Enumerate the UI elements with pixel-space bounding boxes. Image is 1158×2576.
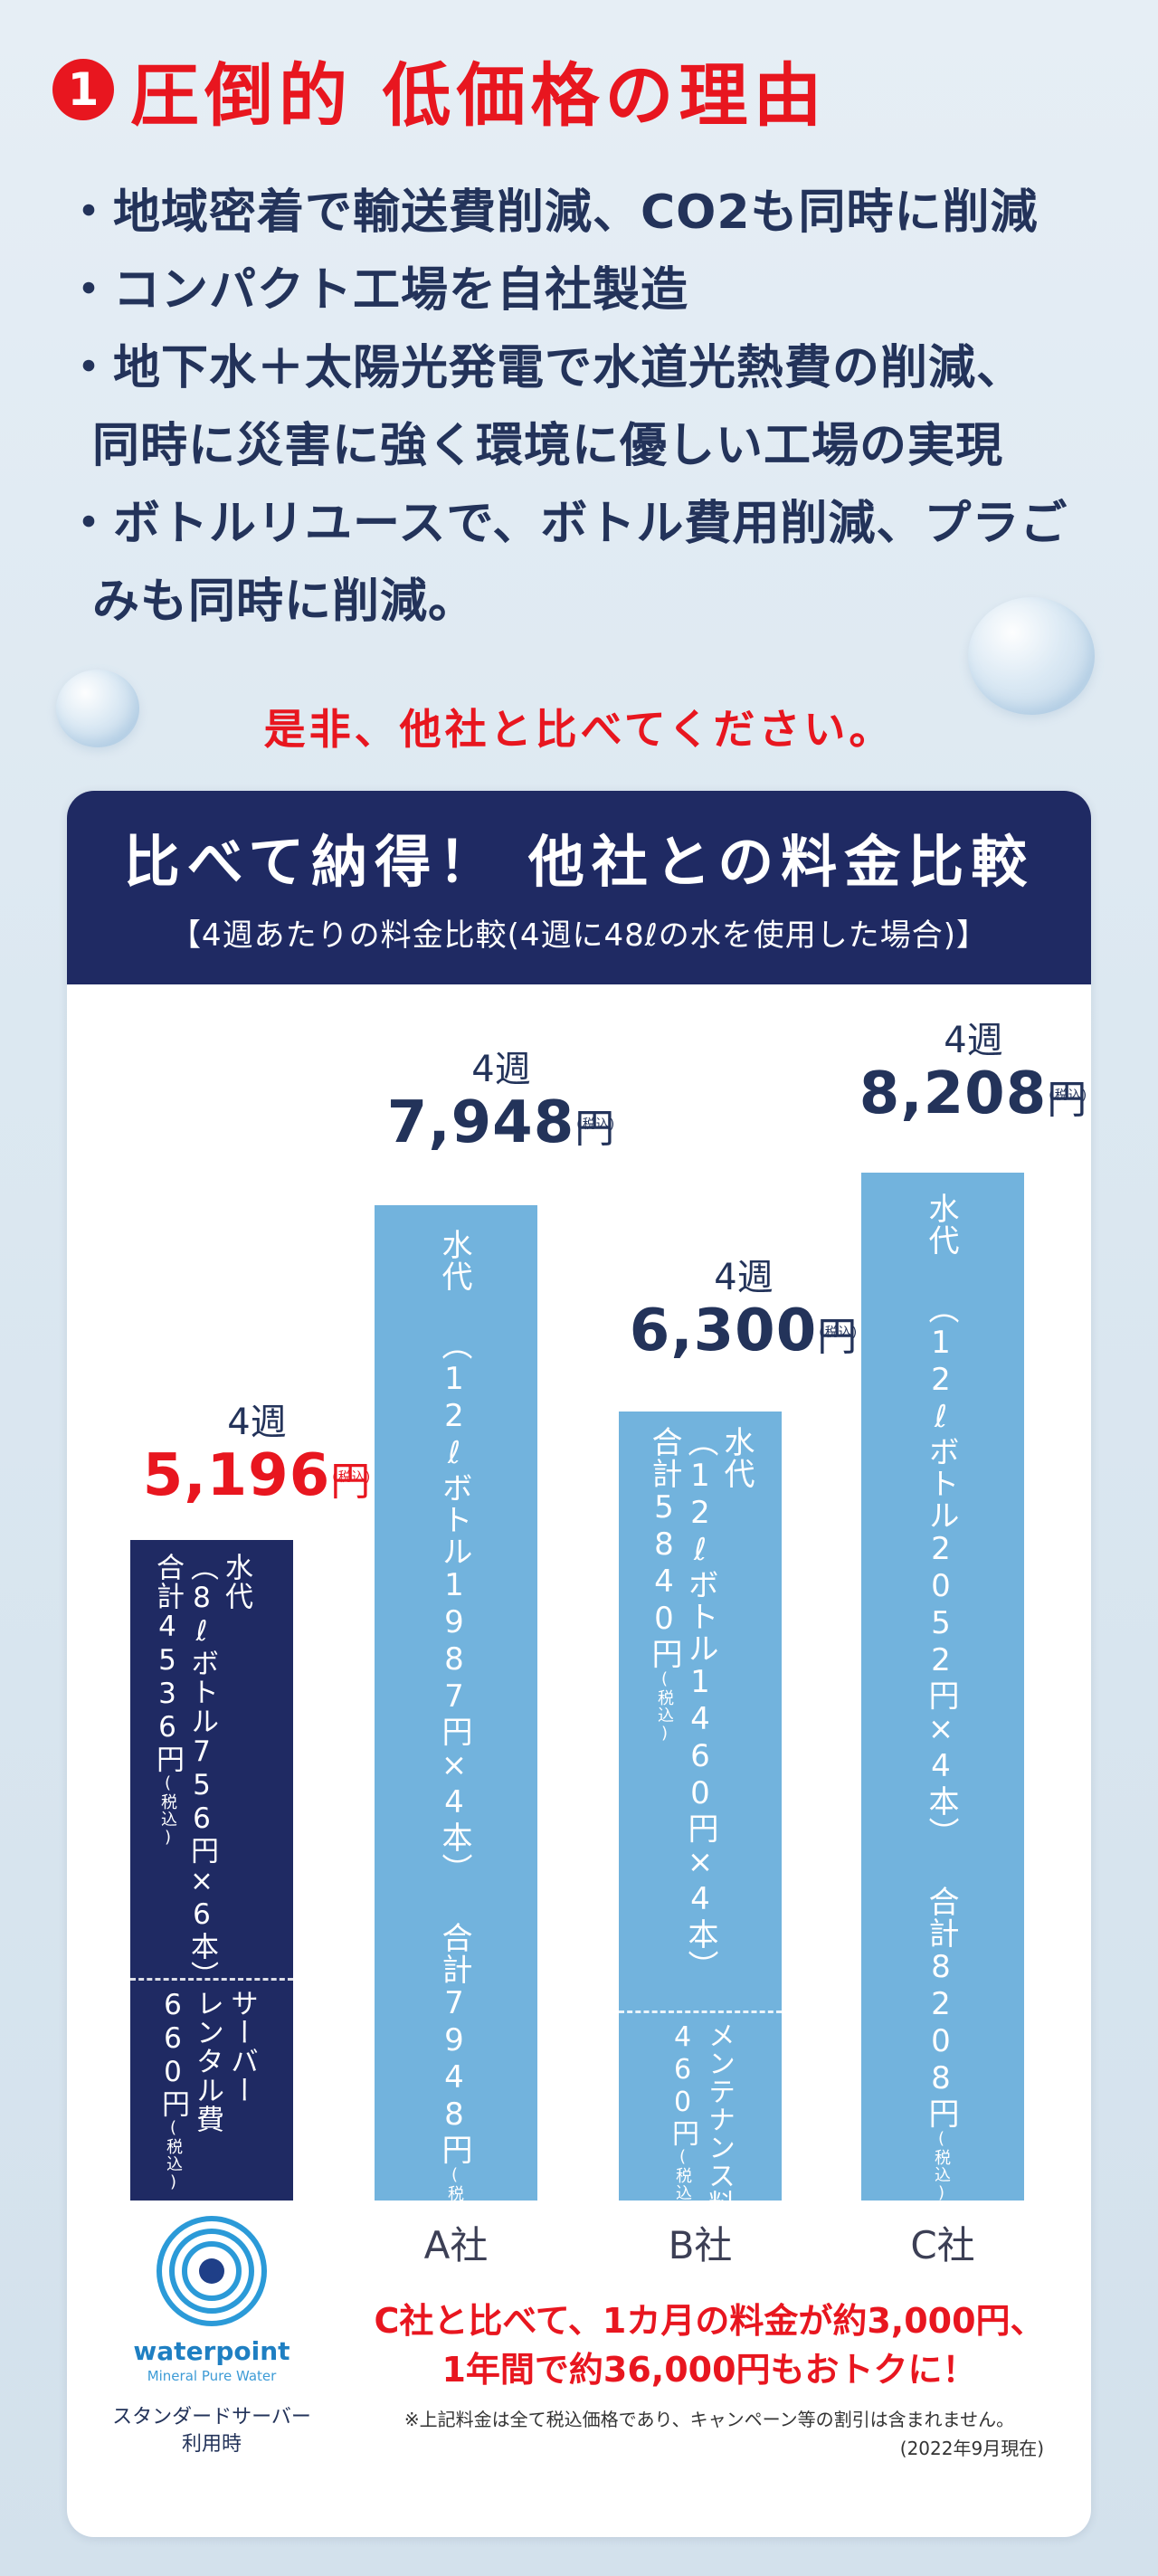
footnote: ※上記料金は全て税込価格であり、キャンペーン等の割引は含まれません。 bbox=[338, 2407, 1080, 2432]
segment-divider bbox=[130, 1978, 293, 1981]
price-label-b: 4週 6,300 (税込) 円 bbox=[608, 1256, 879, 1369]
company-label-b: B社 bbox=[668, 2223, 733, 2267]
price-value: 6,300 bbox=[629, 1298, 818, 1364]
yen-unit: (税込) 円 bbox=[1047, 1077, 1087, 1123]
bar-label-b-maintenance: メンテナンス料 460円(税込) bbox=[664, 2021, 736, 2221]
price-value: 8,208 bbox=[859, 1060, 1048, 1127]
tax-note: (税込) bbox=[655, 1669, 674, 1744]
yen-text: 円 bbox=[817, 1314, 859, 1360]
tax-note: (税込) bbox=[576, 1117, 616, 1132]
bar-label-b-water: 水代 （12ℓボトル1460円×4本） 合計5840円(税込) bbox=[646, 1426, 755, 1982]
bar-label-a: 水代 （12ℓボトル1987円×4本） 合計7948円(税込) bbox=[436, 1229, 472, 2239]
compare-cta-text: 是非、他社と比べてください。 bbox=[263, 705, 895, 754]
tax-note: (税込) bbox=[673, 2147, 692, 2221]
list-item: ・地域密着で輸送費削減、CO2も同時に削減 bbox=[65, 185, 1039, 240]
bar-text-line: 合計4536円 bbox=[151, 1553, 184, 1773]
weeks-label: 4週 bbox=[227, 1402, 287, 1443]
bar-text-line: 水代 bbox=[718, 1426, 755, 1489]
reason-list: ・地域密着で輸送費削減、CO2も同時に削減 ・コンパクト工場を自社製造 ・地下水… bbox=[65, 174, 1133, 641]
weeks-label: 4週 bbox=[714, 1257, 774, 1298]
bar-text-line: レンタル費 bbox=[191, 1989, 223, 2134]
list-item: ・コンパクト工場を自社製造 bbox=[65, 263, 689, 318]
tax-note: (税込) bbox=[445, 2165, 464, 2239]
price-label-c: 4週 8,208 (税込) 円 bbox=[838, 1019, 1091, 1132]
bar-company-c bbox=[861, 1173, 1024, 2201]
price-comparison-card: 比べて納得！ 他社との料金比較 【4週あたりの料金比較(4週に48ℓの水を使用し… bbox=[67, 791, 1091, 2537]
bar-company-b bbox=[619, 1412, 782, 2201]
bar-label-wp-rental: サーバー レンタル費 660円(税込) bbox=[156, 1989, 259, 2192]
company-label-c: C社 bbox=[910, 2223, 975, 2267]
number-badge: 1 bbox=[52, 59, 114, 120]
yen-text: 円 bbox=[574, 1106, 616, 1152]
price-value: 5,196 bbox=[142, 1442, 331, 1509]
tax-note: (税込) bbox=[1049, 1088, 1088, 1103]
tax-note: (税込) bbox=[164, 2118, 183, 2192]
yen-unit: (税込) 円 bbox=[574, 1106, 615, 1152]
caption-line: 利用時 bbox=[181, 2433, 242, 2456]
tax-note: (税込) bbox=[932, 2129, 951, 2203]
price-amount: 5,196 (税込) 円 bbox=[121, 1444, 393, 1514]
tax-note: (税込) bbox=[158, 1773, 177, 1848]
bar-text-line: 460円 bbox=[667, 2021, 698, 2147]
yen-unit: (税込) 円 bbox=[330, 1459, 371, 1505]
conclusion-line: 1年間で約36,000円もおトクに！ bbox=[441, 2350, 977, 2390]
segment-divider bbox=[619, 2010, 782, 2013]
bar-text-line: 水代 （12ℓボトル1987円×4本） 合計7948円 bbox=[436, 1229, 472, 2165]
bar-text-line: （8ℓボトル756円×6本） bbox=[185, 1553, 218, 1990]
water-droplet-icon bbox=[56, 670, 139, 747]
savings-conclusion: C社と比べて、1カ月の料金が約3,000円、 1年間で約36,000円もおトクに… bbox=[338, 2296, 1080, 2394]
conclusion-line: C社と比べて、1カ月の料金が約3,000円、 bbox=[374, 2301, 1045, 2341]
waterpoint-logo: waterpoint Mineral Pure Water スタンダードサーバー… bbox=[103, 2215, 320, 2458]
price-amount: 7,948 (税込) 円 bbox=[365, 1091, 637, 1161]
bar-text-line: メンテナンス料 bbox=[703, 2021, 735, 2218]
card-header: 比べて納得！ 他社との料金比較 【4週あたりの料金比較(4週に48ℓの水を使用し… bbox=[67, 791, 1091, 984]
yen-unit: (税込) 円 bbox=[817, 1314, 858, 1360]
logo-tagline: Mineral Pure Water bbox=[147, 2368, 277, 2384]
yen-text: 円 bbox=[330, 1459, 372, 1505]
bar-text-line: （12ℓボトル1460円×4本） bbox=[682, 1426, 718, 1982]
list-item: ・地下水＋太陽光発電で水道光熱費の削減、 bbox=[65, 341, 1025, 395]
bar-text-line: 660円 bbox=[157, 1989, 189, 2118]
bar-label-c: 水代 （12ℓボトル2052円×4本） 合計8208円(税込) bbox=[923, 1193, 959, 2203]
bar-text-line: 水代 （12ℓボトル2052円×4本） 合計8208円 bbox=[923, 1193, 959, 2129]
weeks-label: 4週 bbox=[471, 1049, 531, 1090]
bar-company-a bbox=[375, 1205, 537, 2201]
list-item-continuation: みも同時に削減。 bbox=[92, 575, 477, 629]
company-label-a: A社 bbox=[423, 2223, 489, 2267]
footnote-date: (2022年9月現在) bbox=[899, 2438, 1044, 2459]
section-heading: 1 圧倒的 低価格の理由 bbox=[52, 40, 827, 139]
weeks-label: 4週 bbox=[944, 1020, 1003, 1061]
card-subtitle: 【4週あたりの料金比較(4週に48ℓの水を使用した場合)】 bbox=[169, 917, 989, 954]
price-label-waterpoint: 4週 5,196 (税込) 円 bbox=[121, 1401, 393, 1514]
price-label-a: 4週 7,948 (税込) 円 bbox=[365, 1048, 637, 1161]
waterpoint-rings-icon bbox=[157, 2216, 267, 2326]
footnote-line: ※上記料金は全て税込価格であり、キャンペーン等の割引は含まれません。 bbox=[403, 2409, 1015, 2430]
bar-text-line: 合計5840円 bbox=[646, 1426, 682, 1669]
list-item-continuation: 同時に災害に強く環境に優しい工場の実現 bbox=[92, 419, 1004, 473]
bar-waterpoint bbox=[130, 1540, 293, 2201]
price-amount: 6,300 (税込) 円 bbox=[608, 1299, 879, 1369]
tax-note: (税込) bbox=[332, 1470, 372, 1485]
tax-note: (税込) bbox=[819, 1326, 859, 1340]
price-value: 7,948 bbox=[386, 1089, 575, 1156]
yen-text: 円 bbox=[1047, 1077, 1088, 1123]
heading-title: 圧倒的 低価格の理由 bbox=[130, 55, 828, 136]
card-title: 比べて納得！ 他社との料金比較 bbox=[123, 829, 1035, 895]
price-bar-chart: 4週 5,196 (税込) 円 4週 7,948 (税込) 円 4週 6,300 (税込)… bbox=[67, 984, 1091, 2537]
water-droplet-icon bbox=[968, 597, 1095, 715]
bar-text-line: サーバー bbox=[225, 1989, 258, 2105]
caption-line: スタンダードサーバー bbox=[112, 2406, 311, 2429]
logo-name: waterpoint bbox=[133, 2336, 290, 2366]
bar-text-line: 水代 bbox=[220, 1553, 252, 1611]
price-amount: 8,208 (税込) 円 bbox=[838, 1062, 1091, 1132]
logo-caption: スタンダードサーバー 利用時 bbox=[103, 2404, 320, 2458]
bar-label-wp-water: 水代 （8ℓボトル756円×6本） 合計4536円(税込) bbox=[150, 1553, 253, 1990]
list-item: ・ボトルリユースで、ボトル費用削減、プラご bbox=[65, 497, 1068, 551]
